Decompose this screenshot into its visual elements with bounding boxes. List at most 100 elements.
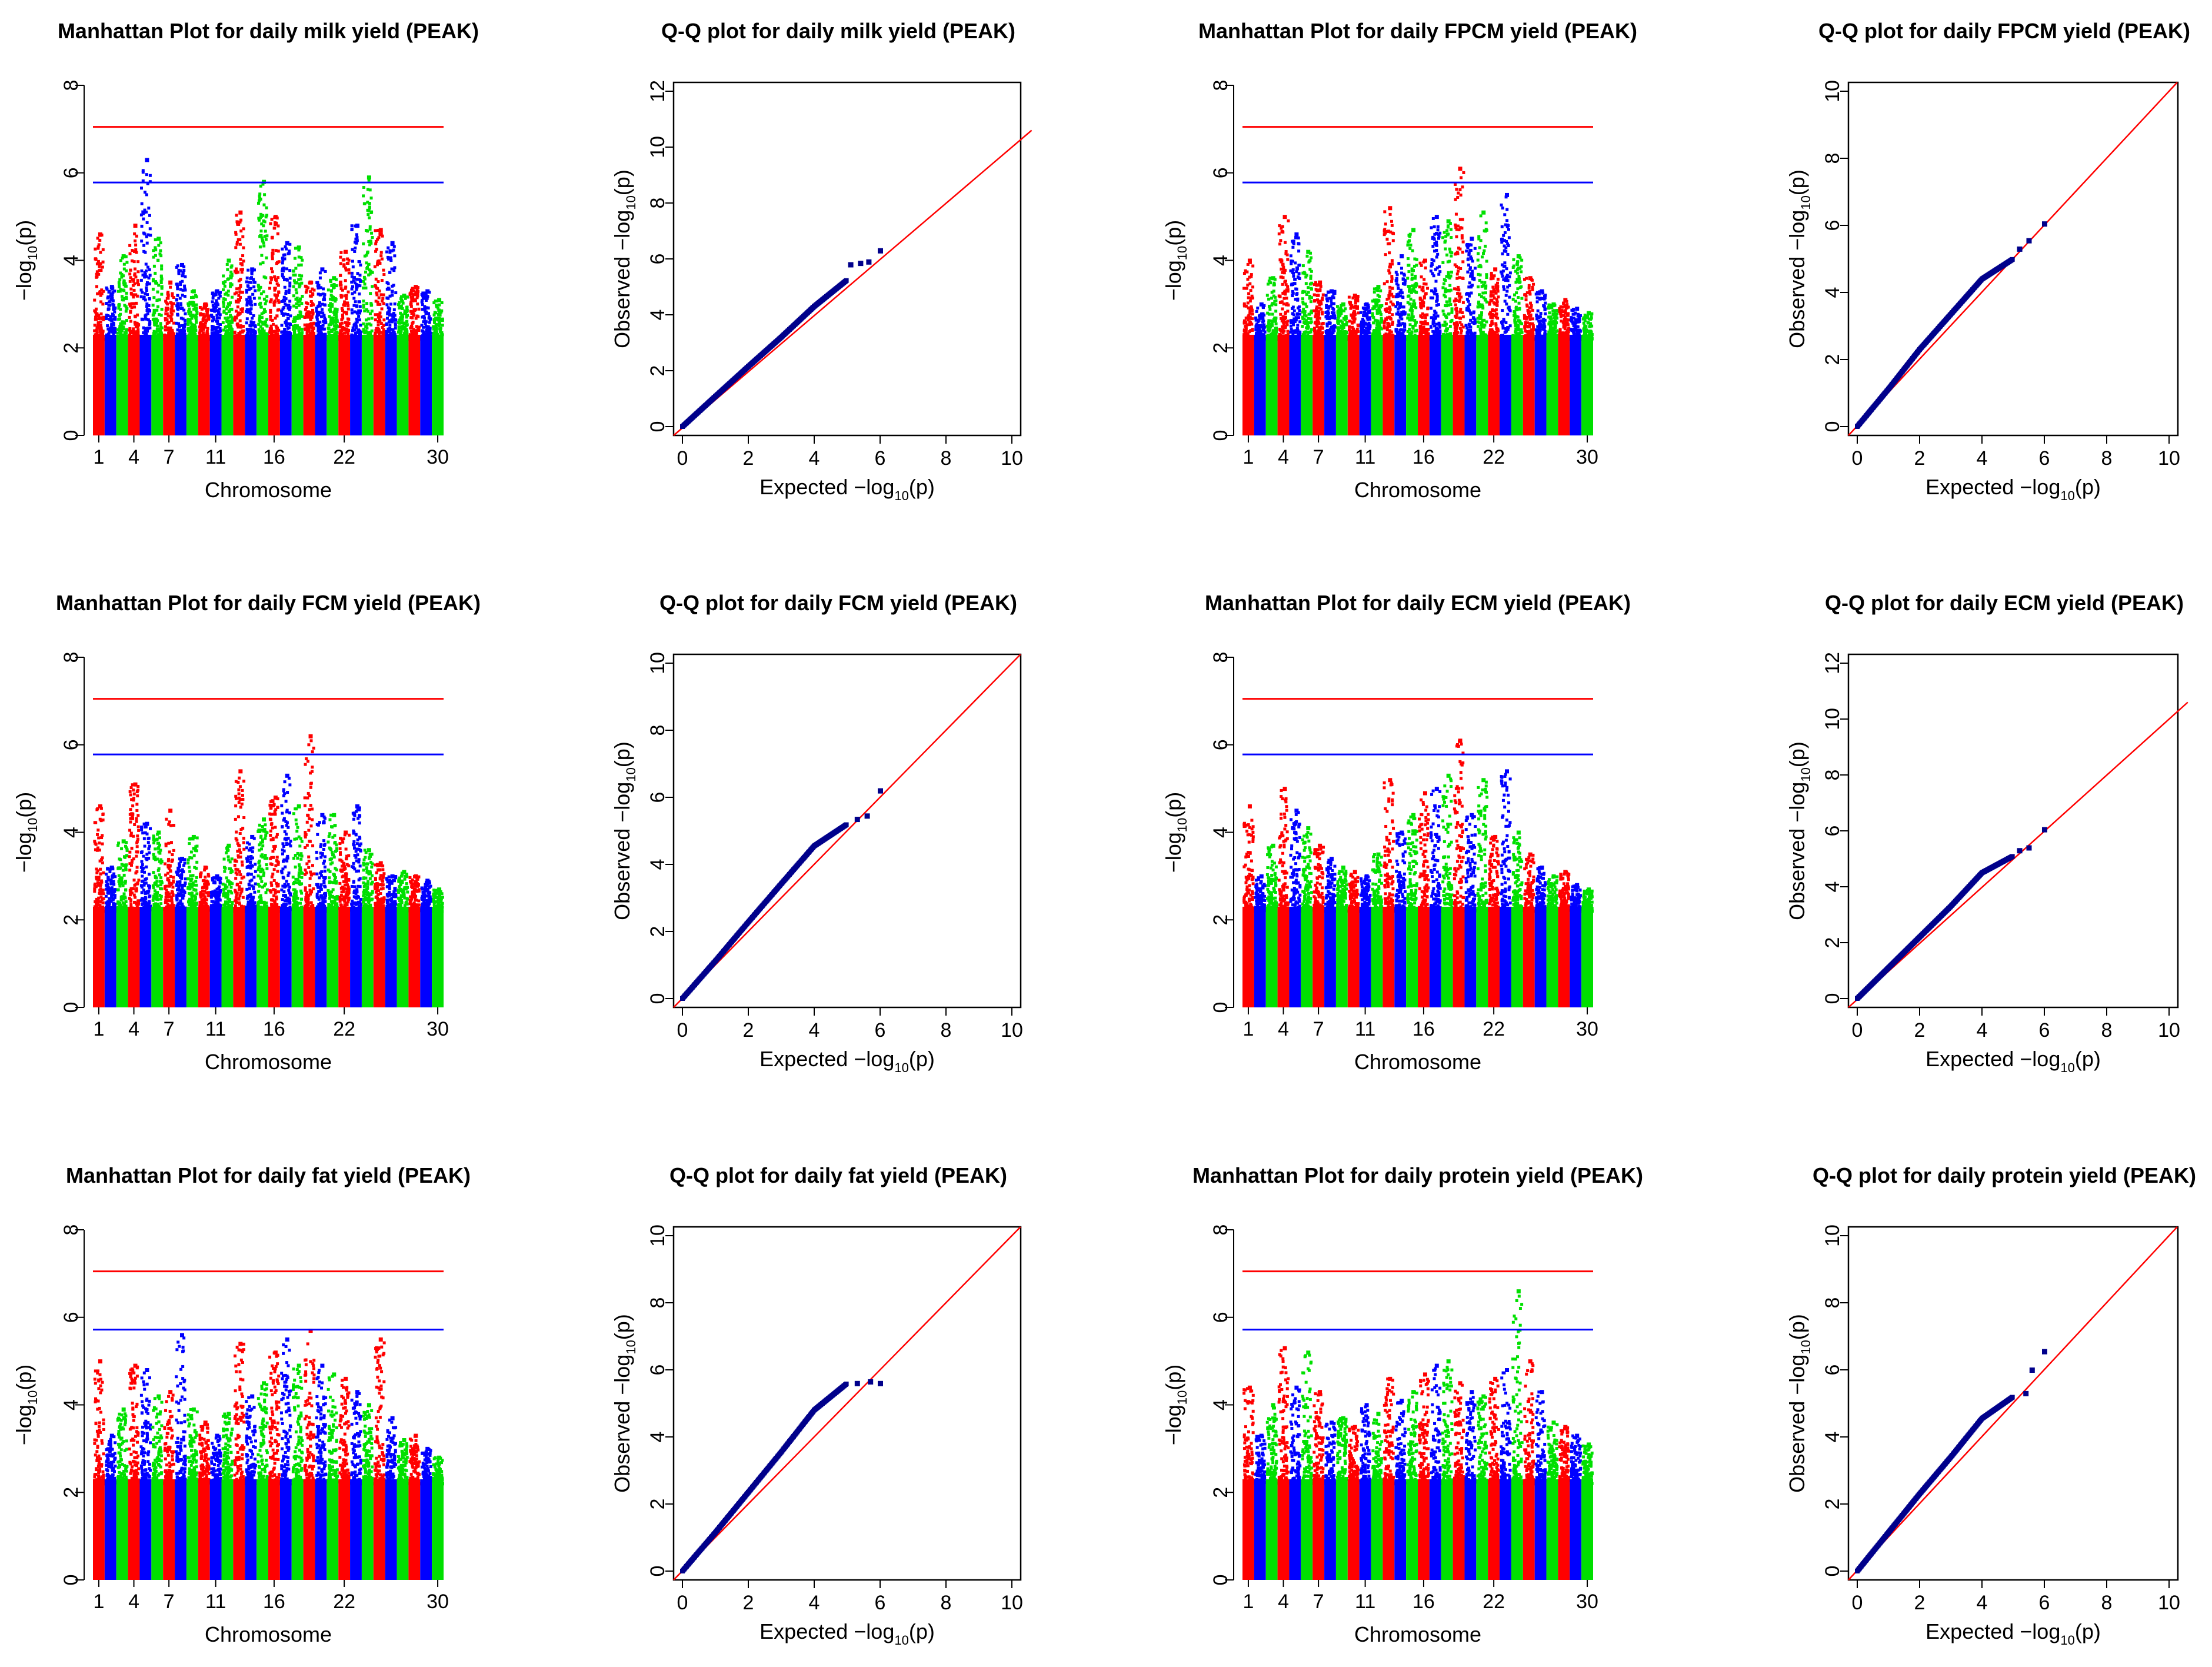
snp-point — [204, 318, 208, 322]
snp-point — [134, 243, 138, 247]
snp-point — [434, 325, 438, 329]
snp-point — [284, 245, 287, 248]
snp-point — [421, 308, 424, 311]
snp-point — [358, 337, 361, 341]
snp-point — [250, 272, 254, 275]
snp-point — [277, 308, 281, 311]
snp-point — [210, 308, 214, 312]
snp-point — [1331, 316, 1334, 320]
snp-point — [218, 333, 222, 337]
snp-point — [342, 337, 346, 341]
snp-point — [1267, 280, 1271, 283]
snp-point — [178, 338, 181, 341]
snp-point — [416, 290, 419, 293]
snp-point — [129, 287, 133, 291]
snp-point — [145, 289, 148, 292]
snp-point — [160, 267, 164, 271]
snp-point — [181, 280, 184, 283]
chromosome-10-bulk — [1347, 334, 1360, 435]
snp-point — [434, 331, 437, 334]
snp-point — [323, 317, 327, 320]
snp-point — [228, 303, 231, 307]
snp-point — [350, 227, 354, 231]
snp-point — [181, 333, 185, 337]
snp-point — [111, 302, 115, 306]
snp-point — [236, 313, 239, 317]
y-tick-label: 2 — [647, 365, 669, 377]
snp-point — [234, 232, 238, 236]
qq-tail-point — [858, 261, 864, 267]
snp-point — [222, 281, 226, 285]
snp-point — [1348, 325, 1351, 328]
snp-point — [390, 318, 394, 321]
chromosome-25-peak — [378, 228, 383, 232]
snp-point — [99, 269, 103, 272]
snp-point — [377, 320, 380, 324]
chromosome-12-bulk — [1371, 334, 1383, 435]
snp-point — [339, 294, 343, 297]
snp-point — [1296, 324, 1300, 327]
snp-point — [258, 334, 262, 338]
snp-point — [229, 285, 232, 288]
snp-point — [334, 327, 338, 330]
snp-point — [181, 271, 185, 274]
snp-point — [317, 304, 321, 307]
chromosome-7-peak — [1318, 280, 1322, 285]
snp-point — [382, 318, 386, 322]
snp-point — [210, 315, 214, 318]
snp-point — [143, 271, 146, 274]
snp-point — [300, 338, 304, 341]
snp-point — [284, 335, 287, 339]
x-tick-label: 16 — [263, 446, 285, 468]
chromosome-3-peak — [121, 254, 126, 259]
snp-point — [353, 310, 357, 314]
snp-point — [238, 291, 242, 294]
snp-point — [300, 302, 304, 305]
snp-point — [1338, 326, 1341, 330]
snp-point — [277, 301, 281, 304]
snp-point — [1315, 318, 1319, 322]
snp-point — [275, 222, 278, 226]
snp-point — [365, 261, 368, 265]
snp-point — [241, 307, 245, 311]
snp-point — [101, 248, 105, 251]
snp-point — [1248, 275, 1251, 279]
snp-point — [358, 318, 361, 322]
snp-point — [135, 251, 138, 254]
snp-point — [252, 337, 255, 340]
snp-point — [1305, 254, 1309, 258]
snp-point — [405, 330, 409, 334]
y-tick-label: 2 — [60, 342, 82, 354]
snp-point — [288, 281, 292, 285]
x-tick-label: 7 — [164, 446, 175, 468]
snp-point — [152, 249, 155, 252]
snp-point — [330, 338, 334, 341]
snp-point — [417, 326, 420, 330]
snp-point — [317, 286, 320, 290]
snp-point — [263, 235, 266, 238]
snp-point — [331, 295, 335, 299]
snp-point — [1367, 329, 1370, 332]
snp-point — [389, 256, 392, 259]
snp-point — [391, 337, 394, 340]
snp-point — [368, 322, 371, 326]
snp-point — [287, 317, 290, 321]
chart-title: Manhattan Plot for daily milk yield (PEA… — [58, 19, 479, 43]
snp-point — [1248, 311, 1252, 315]
snp-point — [148, 326, 152, 330]
snp-point — [350, 287, 354, 291]
chromosome-8-bulk — [175, 334, 186, 435]
snp-point — [285, 267, 289, 271]
snp-point — [1339, 337, 1342, 341]
y-tick-label: 6 — [647, 254, 669, 265]
snp-point — [235, 291, 238, 295]
snp-point — [1291, 245, 1295, 249]
snp-point — [132, 338, 136, 341]
snp-point — [1352, 317, 1355, 320]
snp-point — [95, 328, 98, 332]
snp-point — [236, 305, 239, 309]
snp-point — [264, 229, 267, 233]
snp-point — [146, 337, 149, 341]
snp-point — [335, 324, 339, 328]
snp-point — [238, 242, 242, 246]
